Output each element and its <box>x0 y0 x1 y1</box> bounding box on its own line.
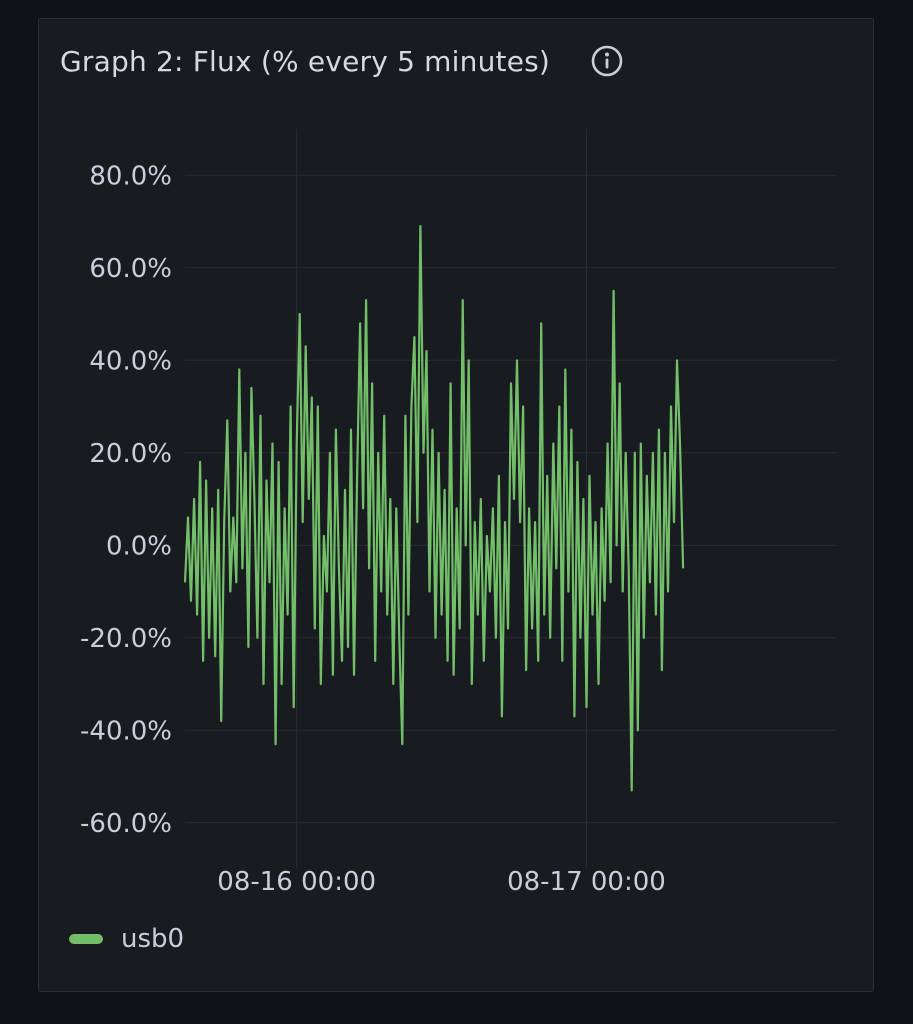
flux-line-chart[interactable]: 80.0% 60.0% 40.0% 20.0% 0.0% -20.0% -40.0% -60.… <box>39 19 875 993</box>
x-tick-label: 08-16 00:00 <box>217 867 376 897</box>
info-icon[interactable] <box>590 44 624 78</box>
y-tick-label: 40.0% <box>89 346 172 376</box>
y-tick-label: 0.0% <box>106 531 172 561</box>
y-tick-label: 60.0% <box>89 254 172 284</box>
legend-label: usb0 <box>121 924 185 954</box>
panel-header: Graph 2: Flux (% every 5 minutes) <box>60 39 624 83</box>
y-tick-label: 80.0% <box>89 161 172 191</box>
legend-item-usb0[interactable]: usb0 <box>69 924 184 954</box>
y-tick-label: -60.0% <box>80 809 172 839</box>
panel-title[interactable]: Graph 2: Flux (% every 5 minutes) <box>60 44 551 78</box>
chart-panel: Graph 2: Flux (% every 5 minutes) 80.0% 6… <box>38 18 874 992</box>
y-tick-label: -40.0% <box>80 716 172 746</box>
y-tick-label: 20.0% <box>89 439 172 469</box>
legend-swatch <box>69 934 103 944</box>
x-tick-label: 08-17 00:00 <box>507 867 666 897</box>
series-line-usb0 <box>183 225 685 792</box>
y-tick-label: -20.0% <box>80 624 172 654</box>
